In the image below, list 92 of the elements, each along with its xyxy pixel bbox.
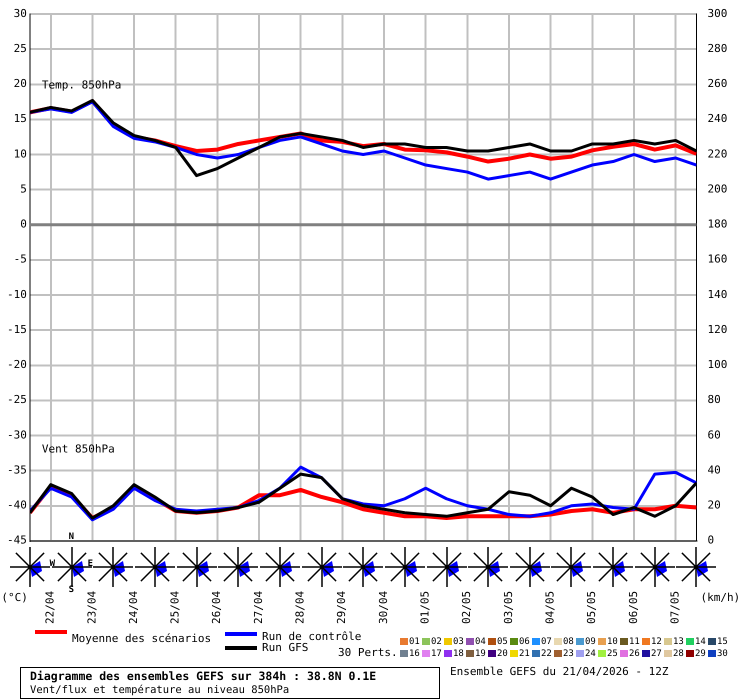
legend-label: 05 xyxy=(497,636,508,647)
y-tick-label: -35 xyxy=(7,463,27,476)
legend-label: 21 xyxy=(519,648,530,659)
text: E xyxy=(88,558,93,569)
x-tick-label: 28/04 xyxy=(294,590,307,624)
y2-tick-label: 80 xyxy=(707,393,721,406)
legend-label: 13 xyxy=(673,636,684,647)
legend-label: 01 xyxy=(409,636,420,647)
y-tick-label: 15 xyxy=(14,112,27,126)
legend-label: Run GFS xyxy=(262,641,308,654)
legend-label: 19 xyxy=(475,648,486,659)
y2-tick-label: 280 xyxy=(707,42,728,55)
y-tick-label: -15 xyxy=(7,322,27,336)
legend-label: 23 xyxy=(563,648,574,659)
legend-label: Moyenne des scénarios xyxy=(72,632,212,645)
y-tick-label: -45 xyxy=(7,534,27,547)
annotation: Temp. 850hPa xyxy=(42,78,122,92)
y2-tick-label: 140 xyxy=(707,288,728,301)
y-tick-label: 25 xyxy=(14,42,27,55)
legend-label: 16 xyxy=(409,648,420,659)
x-tick-label: 02/05 xyxy=(460,590,474,624)
y-tick-label: 0 xyxy=(20,218,27,231)
legend-label: 10 xyxy=(607,636,618,647)
y2-tick-label: 60 xyxy=(707,428,721,442)
legend-label: 30 xyxy=(717,648,728,659)
y2-axis-title: (km/h) xyxy=(700,590,740,604)
legend-label: Run de contrôle xyxy=(262,630,362,643)
legend-label: 14 xyxy=(695,636,706,647)
text: Vent/flux et température au niveau 850hPa xyxy=(30,684,290,696)
text: 30 Perts. xyxy=(338,646,398,659)
y2-tick-label: 240 xyxy=(707,112,728,126)
legend-label: 17 xyxy=(431,648,442,659)
x-tick-label: 04/05 xyxy=(544,590,557,624)
legend-label: 27 xyxy=(651,648,662,659)
y-tick-label: 20 xyxy=(14,77,27,90)
legend-label: 02 xyxy=(431,636,442,647)
legend-label: 29 xyxy=(695,648,706,659)
y-axis-title: (°C) xyxy=(1,590,28,604)
legend-label: 28 xyxy=(673,648,684,659)
x-tick-label: 03/05 xyxy=(502,590,515,624)
x-tick-label: 26/04 xyxy=(210,590,224,624)
legend-label: 11 xyxy=(629,636,640,647)
x-tick-label: 29/04 xyxy=(335,590,348,624)
y2-tick-label: 100 xyxy=(707,358,728,372)
y2-tick-label: 200 xyxy=(707,182,728,196)
y2-tick-label: 220 xyxy=(707,147,728,160)
legend-label: 25 xyxy=(607,648,618,659)
y2-tick-label: 160 xyxy=(707,252,728,266)
y-tick-label: 30 xyxy=(14,6,27,20)
x-tick-label: 27/04 xyxy=(252,590,265,624)
legend-label: 08 xyxy=(563,636,574,647)
y-tick-label: 5 xyxy=(20,182,27,196)
x-tick-label: 06/05 xyxy=(626,590,640,624)
x-tick-label: 07/05 xyxy=(668,590,682,624)
y2-tick-label: 260 xyxy=(707,77,728,90)
x-tick-label: 25/04 xyxy=(168,590,182,624)
legend-label: 22 xyxy=(541,648,552,659)
y-tick-label: -10 xyxy=(7,288,27,301)
y2-tick-label: 0 xyxy=(707,534,714,547)
annotation: N xyxy=(68,532,74,542)
y2-tick-label: 20 xyxy=(707,498,721,512)
x-tick-label: 05/05 xyxy=(585,590,598,624)
y-tick-label: -30 xyxy=(7,428,27,442)
x-tick-label: 01/05 xyxy=(418,590,432,624)
y-tick-label: -5 xyxy=(14,252,27,266)
x-tick-label: 23/04 xyxy=(85,590,98,624)
legend-label: 26 xyxy=(629,648,640,659)
legend-label: 06 xyxy=(519,636,530,647)
legend-label: 07 xyxy=(541,636,552,647)
legend-label: 24 xyxy=(585,648,596,659)
legend-label: 18 xyxy=(453,648,464,659)
y-tick-label: -25 xyxy=(7,393,27,406)
y-tick-label: -40 xyxy=(7,498,27,512)
y2-tick-label: 300 xyxy=(707,6,728,20)
x-tick-label: 24/04 xyxy=(126,590,140,624)
y-tick-label: 10 xyxy=(14,147,27,160)
text: W xyxy=(50,558,55,569)
legend-label: 12 xyxy=(651,636,662,647)
text: Diagramme des ensembles GEFS sur 384h : 38.8N 0.1E xyxy=(30,669,376,683)
legend-label: 20 xyxy=(497,648,508,659)
x-tick-label: 22/04 xyxy=(44,590,57,624)
legend-label: 03 xyxy=(453,636,464,647)
legend-label: 04 xyxy=(475,636,486,647)
y-tick-label: -20 xyxy=(7,358,27,372)
legend-label: 09 xyxy=(585,636,596,647)
y2-tick-label: 180 xyxy=(707,218,728,231)
legend-label: 15 xyxy=(717,636,728,647)
annotation: Vent 850hPa xyxy=(42,442,115,456)
y2-tick-label: 40 xyxy=(707,463,721,476)
text: Ensemble GEFS du 21/04/2026 - 12Z xyxy=(450,665,669,678)
y2-tick-label: 120 xyxy=(707,322,728,336)
x-tick-label: 30/04 xyxy=(376,590,390,624)
